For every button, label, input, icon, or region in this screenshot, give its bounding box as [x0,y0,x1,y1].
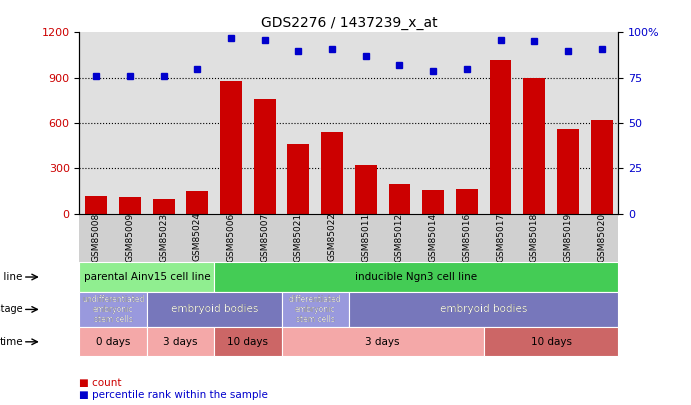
Bar [79,262,214,292]
Bar [456,189,477,214]
Bar [355,166,377,214]
Bar [591,120,612,214]
Bar [79,292,146,327]
Bar [214,262,618,292]
Bar [79,327,146,356]
Text: cell line: cell line [0,272,23,282]
Text: 3 days: 3 days [163,337,198,347]
Bar [153,200,175,214]
Text: undifferentiated
embryonic
stem cells: undifferentiated embryonic stem cells [82,295,144,324]
Bar [388,184,410,214]
Text: parental Ainv15 cell line: parental Ainv15 cell line [84,272,210,282]
Title: GDS2276 / 1437239_x_at: GDS2276 / 1437239_x_at [261,16,437,30]
Text: ■ count: ■ count [79,378,122,388]
Text: embryoid bodies: embryoid bodies [440,305,527,314]
Text: differentiated
embryonic
stem cells: differentiated embryonic stem cells [289,295,341,324]
Text: embryoid bodies: embryoid bodies [171,305,258,314]
Bar [146,292,281,327]
Bar [220,81,242,214]
Bar [187,191,208,214]
Bar [349,292,618,327]
Text: embryoid bodies: embryoid bodies [440,305,527,314]
Bar [523,78,545,214]
Bar [287,144,310,214]
Bar [282,327,484,356]
Text: 3 days: 3 days [366,337,400,347]
Text: embryoid bodies: embryoid bodies [171,305,258,314]
Text: development stage: development stage [0,305,23,314]
Bar [282,292,349,327]
Bar [254,99,276,214]
Text: 10 days: 10 days [531,337,571,347]
Text: inducible Ngn3 cell line: inducible Ngn3 cell line [355,272,477,282]
Bar [490,60,511,214]
Text: 10 days: 10 days [227,337,268,347]
Bar [484,327,618,356]
Bar [321,132,343,214]
Text: time: time [0,337,23,347]
Bar [557,129,579,214]
Bar [86,196,107,214]
Text: differentiated
embryonic
stem cells: differentiated embryonic stem cells [289,295,341,324]
Text: undifferentiated
embryonic
stem cells: undifferentiated embryonic stem cells [82,295,144,324]
Bar [146,327,214,356]
Bar [119,197,141,214]
Text: 0 days: 0 days [96,337,131,347]
Bar [422,190,444,214]
Bar [214,327,281,356]
Text: ■ percentile rank within the sample: ■ percentile rank within the sample [79,390,268,400]
